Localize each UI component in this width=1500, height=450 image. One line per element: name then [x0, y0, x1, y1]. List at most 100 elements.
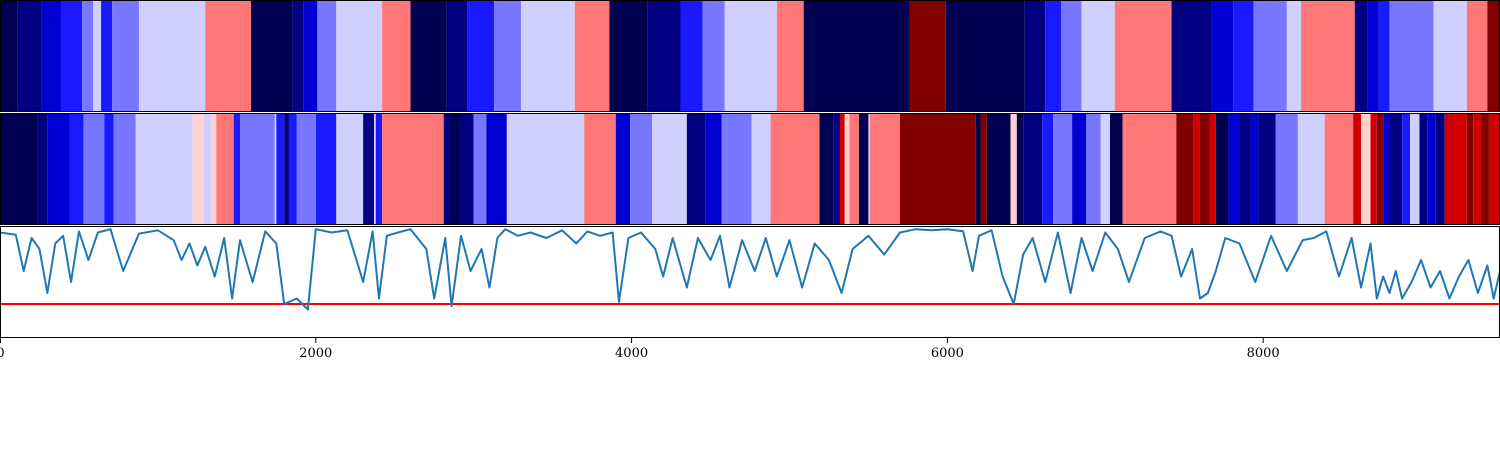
- heatmap-row-2-cell: [1275, 114, 1298, 224]
- heatmap-row-1-cell: [1487, 1, 1500, 111]
- heatmap-row-2-cell: [1016, 114, 1024, 224]
- heatmap-row-1-cell: [574, 1, 610, 111]
- x-tick-label: 2000: [299, 346, 332, 361]
- heatmap-row-1-cell: [1211, 1, 1234, 111]
- heatmap-row-2-cell: [630, 114, 653, 224]
- heatmap-row-2-cell: [1110, 114, 1123, 224]
- heatmap-row-1-cell: [112, 1, 139, 111]
- heatmap-row-1-cell: [446, 1, 468, 111]
- heatmap-row-2-cell: [1473, 114, 1482, 224]
- heatmap-row-1-cell: [1171, 1, 1212, 111]
- heatmap-row-1-cell: [702, 1, 725, 111]
- heatmap-row-2-cell: [868, 114, 870, 224]
- heatmap-row-2-cell: [1419, 114, 1428, 224]
- heatmap-row-1-cell: [410, 1, 447, 111]
- heatmap-row-2-cell: [1200, 114, 1210, 224]
- heatmap-row-1-cell: [93, 1, 102, 111]
- heatmap-row-2-cell: [1239, 114, 1251, 224]
- heatmap-row-2-cell: [1488, 114, 1500, 224]
- heatmap-row-2-cell: [1010, 114, 1017, 224]
- heatmap-row-2-cell: [1258, 114, 1276, 224]
- heatmap-row-2-cell: [69, 114, 84, 224]
- heatmap-row-2-cell: [315, 114, 337, 224]
- heatmap-row-1-cell: [1253, 1, 1287, 111]
- heatmap-row-1-cell: [724, 1, 777, 111]
- heatmap-row-1-cell: [1081, 1, 1115, 111]
- heatmap-row-2-cell: [1125, 114, 1177, 224]
- heatmap-row-1-cell: [303, 1, 318, 111]
- heatmap-row-2-cell: [276, 114, 285, 224]
- heatmap-row-2-cell: [686, 114, 706, 224]
- heatmap-row-2-cell: [652, 114, 687, 224]
- heatmap-row-1-cell: [17, 1, 42, 111]
- line-plot-background: [0, 226, 1500, 338]
- heatmap-row-2-cell: [47, 114, 70, 224]
- heatmap-row-2-cell: [506, 114, 534, 224]
- heatmap-row-1-cell: [317, 1, 337, 111]
- heatmap-row-2-cell: [833, 114, 840, 224]
- heatmap-row-2-cell: [382, 114, 444, 224]
- heatmap-row-2-cell: [0, 114, 38, 224]
- x-tick-label: 6000: [931, 346, 964, 361]
- heatmap-row-2-cell: [104, 114, 114, 224]
- heatmap-row-2-cell: [443, 114, 450, 224]
- heatmap-row-2-cell: [615, 114, 630, 224]
- heatmap-row-2-cell: [1042, 114, 1054, 224]
- heatmap-row-2-cell: [113, 114, 136, 224]
- heatmap-row-2-cell: [975, 114, 981, 224]
- heatmap-row-1-cell: [945, 1, 1025, 111]
- heatmap-row-2-cell: [216, 114, 234, 224]
- heatmap-row-2-cell: [1353, 114, 1362, 224]
- heatmap-row-1-cell: [909, 1, 946, 111]
- heatmap-row-2-cell: [1023, 114, 1043, 224]
- heatmap-row-2-cell: [980, 114, 987, 224]
- heatmap-row-2-cell: [858, 114, 869, 224]
- heatmap-row-2-cell: [450, 114, 460, 224]
- heatmap-row-2-cell: [1193, 114, 1200, 224]
- heatmap-row-1-cell: [138, 1, 206, 111]
- heatmap-row-2-cell: [770, 114, 820, 224]
- heatmap-row-2-cell: [1324, 114, 1354, 224]
- heatmap-row-1-cell: [82, 1, 94, 111]
- heatmap-row-1-cell: [680, 1, 703, 111]
- heatmap-row-1-cell: [251, 1, 293, 111]
- heatmap-row-1-cell: [1378, 1, 1390, 111]
- heatmap-row-1-cell: [336, 1, 383, 111]
- x-tick-label: 4000: [615, 346, 648, 361]
- heatmap-row-2-cell: [1466, 114, 1474, 224]
- heatmap-row-1-cell: [1114, 1, 1172, 111]
- heatmap-row-2-cell: [705, 114, 722, 224]
- heatmap-row-1-cell: [382, 1, 411, 111]
- heatmap-row-2-cell: [336, 114, 364, 224]
- heatmap-row-2-cell: [840, 114, 845, 224]
- heatmap-row-2-cell: [1228, 114, 1240, 224]
- heatmap-row-2-cell: [1361, 114, 1371, 224]
- heatmap-row-2-cell: [473, 114, 487, 224]
- heatmap-row-2-cell: [1389, 114, 1403, 224]
- heatmap-row-1-cell: [1045, 1, 1062, 111]
- heatmap-row-2-cell: [288, 114, 297, 224]
- heatmap-row-2-cell: [584, 114, 616, 224]
- heatmap-row-2-cell: [1444, 114, 1467, 224]
- heatmap-row-1-cell: [776, 1, 804, 111]
- heatmap-row-2-cell: [135, 114, 193, 224]
- heatmap-row-1-cell: [609, 1, 648, 111]
- heatmap-row-2-cell: [1122, 114, 1126, 224]
- heatmap-row-1-cell: [521, 1, 575, 111]
- heatmap-row-2-cell: [870, 114, 874, 224]
- heatmap-row-1-cell: [205, 1, 252, 111]
- heatmap-row-1-cell: [1233, 1, 1254, 111]
- heatmap-row-1-cell: [467, 1, 495, 111]
- heatmap-row-2-cell: [751, 114, 771, 224]
- heatmap-row-2-cell: [1176, 114, 1194, 224]
- heatmap-row-1-cell: [494, 1, 522, 111]
- heatmap-row-2-cell: [375, 114, 383, 224]
- heatmap-row-2-cell: [1250, 114, 1259, 224]
- series-line: [0, 228, 1500, 311]
- heatmap-row-2-cell: [1383, 114, 1390, 224]
- heatmap-row-1-cell: [647, 1, 681, 111]
- heatmap-row-2-cell: [37, 114, 48, 224]
- heatmap-row-2-cell: [1086, 114, 1101, 224]
- heatmap-row-2: [0, 114, 1500, 224]
